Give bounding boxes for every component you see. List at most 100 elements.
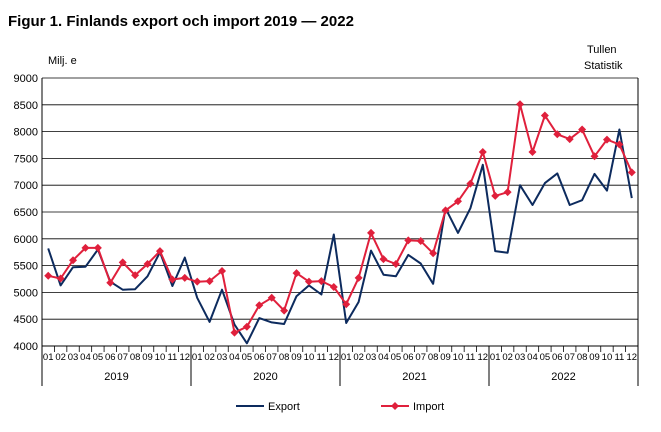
data-point-import: [143, 259, 152, 268]
x-tick-label: 05: [242, 352, 253, 363]
data-point-import: [466, 179, 475, 188]
source-label-line-2: Statistik: [584, 60, 623, 72]
data-point-import: [56, 274, 65, 283]
x-tick-label: 01: [490, 352, 501, 363]
data-point-import: [118, 258, 127, 267]
data-point-import: [379, 255, 388, 264]
x-tick-label: 12: [478, 352, 489, 363]
x-tick-label: 05: [93, 352, 104, 363]
chart-title: Figur 1. Finlands export och import 2019…: [8, 13, 354, 30]
x-tick-label: 06: [105, 352, 116, 363]
x-tick-label: 04: [527, 352, 538, 363]
y-tick-label-5500: 5500: [14, 261, 38, 273]
y-tick-label-8000: 8000: [14, 127, 38, 139]
x-tick-label: 11: [465, 352, 475, 363]
x-tick-label: 10: [304, 352, 315, 363]
x-tick-label: 07: [117, 352, 128, 363]
data-point-import: [553, 130, 562, 139]
data-point-import: [81, 243, 90, 252]
x-tick-label: 04: [80, 352, 91, 363]
x-tick-label: 11: [614, 352, 624, 363]
data-point-import: [478, 147, 487, 156]
x-tick-label: 05: [540, 352, 551, 363]
x-tick-label: 08: [279, 352, 290, 363]
x-tick-label: 01: [43, 352, 54, 363]
data-point-import: [491, 191, 500, 200]
x-tick-label: 09: [291, 352, 302, 363]
legend-label-export: Export: [268, 401, 300, 413]
data-point-import: [255, 301, 264, 310]
data-point-import: [540, 111, 549, 120]
series-lines: [44, 100, 636, 345]
data-point-import: [404, 236, 413, 245]
x-tick-label: 09: [440, 352, 451, 363]
data-point-import: [292, 269, 301, 278]
data-point-import: [155, 247, 164, 256]
x-tick-label: 01: [192, 352, 203, 363]
y-tick-label-6000: 6000: [14, 234, 38, 246]
x-tick-label: 06: [552, 352, 563, 363]
data-point-import: [93, 243, 102, 252]
x-tick-label: 12: [329, 352, 340, 363]
data-point-import: [106, 278, 115, 287]
x-tick-label: 03: [217, 352, 228, 363]
x-tick-label: 08: [130, 352, 141, 363]
legend-marker-import: [391, 402, 399, 410]
series-line-export: [47, 128, 633, 345]
x-tick-label: 07: [415, 352, 426, 363]
legend-label-import: Import: [413, 401, 444, 413]
x-tick-label: 02: [353, 352, 364, 363]
y-tick-label-6500: 6500: [14, 207, 38, 219]
year-label-2021: 2021: [402, 371, 426, 383]
y-axis-unit-label: Milj. e: [48, 55, 77, 67]
year-label-2022: 2022: [551, 371, 575, 383]
data-point-import: [615, 140, 624, 149]
data-point-import: [342, 300, 351, 309]
x-tick-label: 02: [55, 352, 66, 363]
x-tick-label: 04: [229, 352, 240, 363]
y-tick-label-4000: 4000: [14, 341, 38, 353]
x-tick-label: 06: [254, 352, 265, 363]
data-point-import: [44, 271, 53, 280]
x-tick-label: 12: [627, 352, 638, 363]
x-tick-label: 05: [391, 352, 402, 363]
x-tick-label: 07: [266, 352, 277, 363]
data-point-import: [602, 135, 611, 144]
data-point-import: [590, 152, 599, 161]
x-tick-label: 08: [428, 352, 439, 363]
data-point-import: [528, 147, 537, 156]
data-point-import: [367, 228, 376, 237]
x-tick-label: 03: [68, 352, 79, 363]
data-point-import: [503, 188, 512, 197]
y-tick-label-7500: 7500: [14, 153, 38, 165]
data-point-import: [205, 277, 214, 286]
source-label-line-1: Tullen: [587, 44, 617, 56]
year-label-2019: 2019: [104, 371, 128, 383]
data-point-import: [516, 100, 525, 109]
gridlines: [42, 77, 638, 347]
y-tick-label-5000: 5000: [14, 287, 38, 299]
y-tick-label-7000: 7000: [14, 180, 38, 192]
y-tick-label-4500: 4500: [14, 314, 38, 326]
y-tick-label-8500: 8500: [14, 100, 38, 112]
data-point-import: [441, 206, 450, 215]
x-tick-label: 11: [167, 352, 177, 363]
y-tick-label-9000: 9000: [14, 73, 38, 85]
data-point-import: [391, 259, 400, 268]
x-tick-label: 12: [180, 352, 191, 363]
data-point-import: [180, 273, 189, 282]
x-tick-label: 04: [378, 352, 389, 363]
data-point-import: [267, 293, 276, 302]
legend: Export Import: [236, 401, 444, 413]
data-point-import: [416, 236, 425, 245]
data-point-import: [429, 249, 438, 258]
data-point-import: [627, 168, 636, 177]
x-tick-label: 10: [602, 352, 613, 363]
data-point-import: [131, 271, 140, 280]
x-tick-label: 08: [577, 352, 588, 363]
x-tick-label: 07: [564, 352, 575, 363]
series-line-import: [47, 103, 633, 334]
data-point-import: [304, 277, 313, 286]
axes: [41, 78, 639, 386]
x-tick-label: 02: [204, 352, 215, 363]
